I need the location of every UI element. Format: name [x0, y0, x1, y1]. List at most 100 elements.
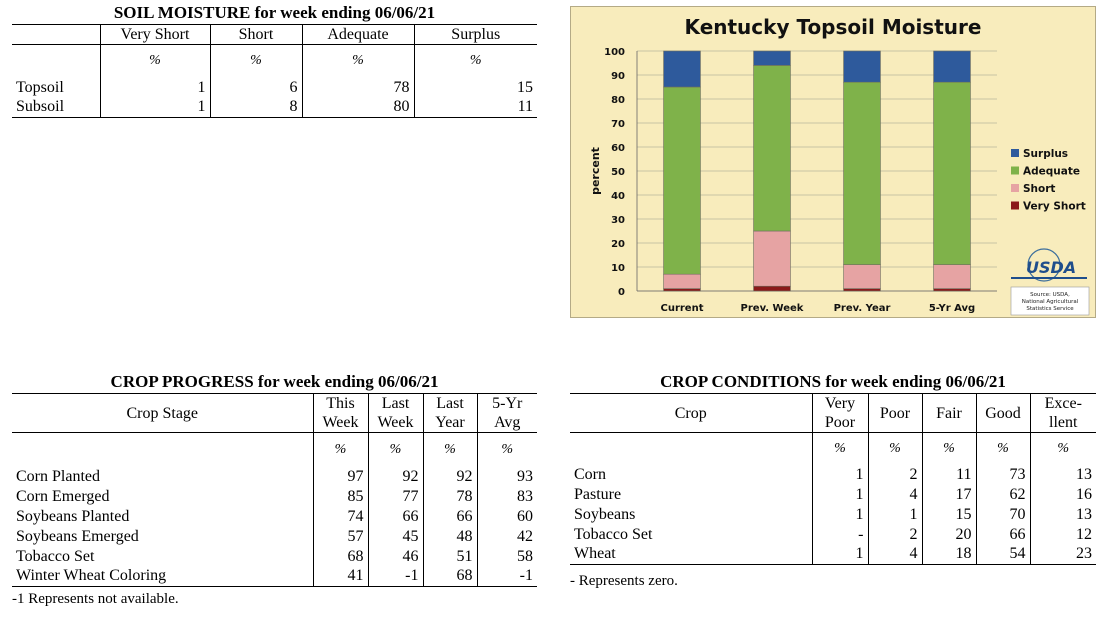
table-cell: 48 — [422, 526, 477, 547]
table-cell: 4 — [867, 484, 922, 505]
table-cell: - — [811, 524, 868, 545]
bar-segment — [933, 50, 971, 83]
table-cell: 66 — [422, 506, 477, 527]
table-cell: 77 — [367, 486, 423, 507]
header-cell: Crop — [570, 393, 812, 433]
table-cell: 1 — [811, 544, 868, 565]
row-label: Corn Emerged — [16, 487, 110, 505]
header-cell: This Week — [312, 393, 368, 433]
table-cell: 46 — [367, 546, 423, 567]
table-row: Wheat 1 4 18 54 23 — [570, 544, 1096, 565]
row-label: Soybeans Planted — [16, 507, 130, 525]
x-tick-labels: Current Prev. Week Prev. Year 5-Yr Avg — [660, 303, 975, 314]
bar-segment — [663, 86, 701, 275]
table-cell: 1 — [811, 504, 868, 525]
usda-logo-text: USDA — [1026, 258, 1076, 277]
legend-label: Surplus — [1023, 148, 1068, 160]
row-label: Corn Planted — [16, 467, 100, 485]
y-tick-labels: 0 10 20 30 40 50 60 70 80 90 100 — [604, 47, 625, 298]
legend-swatch — [1011, 201, 1019, 210]
table-cell: 85 — [312, 486, 368, 507]
table-header-row: Crop Stage This Week Last Week Last Year 5-… — [12, 393, 537, 433]
legend: Surplus Adequate Short Very Short — [1011, 148, 1086, 213]
table-cell: 4 — [867, 544, 922, 565]
table-cell: 66 — [975, 524, 1030, 545]
crop-conditions-section: CROP CONDITIONS for week ending 06/06/21… — [570, 372, 1096, 590]
table-row: Soybeans Emerged 57 45 48 42 — [12, 526, 537, 547]
x-tick-label: 5-Yr Avg — [929, 303, 975, 314]
unit-cell: % — [975, 432, 1030, 465]
table-cell: 93 — [476, 466, 537, 487]
table-cell: 42 — [476, 526, 537, 547]
soil-moisture-title: SOIL MOISTURE for week ending 06/06/21 — [113, 3, 436, 22]
row-label: Tobacco Set — [16, 547, 95, 565]
unit-cell: % — [422, 432, 477, 467]
header-cell — [12, 24, 100, 45]
table-cell: 45 — [367, 526, 423, 547]
table-cell: 92 — [422, 466, 477, 487]
row-label: Topsoil — [16, 78, 64, 96]
topsoil-moisture-chart: Kentucky Topsoil Moisture percent 0 10 20 3… — [570, 6, 1096, 318]
y-tick-label: 40 — [611, 191, 625, 202]
table-cell: 13 — [1029, 504, 1096, 525]
x-tick-label: Prev. Year — [834, 303, 891, 314]
row-label: Soybeans Emerged — [16, 527, 139, 545]
table-cell: 68 — [422, 566, 477, 587]
unit-cell: % — [413, 44, 537, 78]
table-cell: 12 — [1029, 524, 1096, 545]
bar-segment — [753, 285, 791, 292]
table-cell: 80 — [301, 97, 414, 118]
header-cell: Poor — [867, 393, 922, 433]
header-cell: Surplus — [413, 24, 537, 45]
table-cell: 8 — [209, 97, 302, 118]
table-cell: 70 — [975, 504, 1030, 525]
y-tick-label: 10 — [611, 263, 625, 274]
bar-segment — [843, 264, 881, 289]
usda-logo: USDA — [1011, 248, 1087, 282]
table-cell: 11 — [921, 464, 976, 485]
table-row: Soybeans 1 1 15 70 13 — [570, 504, 1096, 525]
bar-segment — [753, 65, 791, 232]
bar-segment — [933, 81, 971, 265]
header-cell: Fair — [921, 393, 976, 433]
unit-cell: % — [367, 432, 423, 467]
logo-underline — [1011, 277, 1087, 279]
y-axis-label: percent — [589, 147, 602, 195]
table-cell: 16 — [1029, 484, 1096, 505]
header-cell: Very Poor — [811, 393, 868, 433]
table-cell: 2 — [867, 464, 922, 485]
y-tick-label: 70 — [611, 119, 625, 130]
unit-cell: % — [1029, 432, 1096, 465]
table-cell: 6 — [209, 77, 302, 98]
legend-label: Very Short — [1023, 201, 1086, 213]
table-cell: 92 — [367, 466, 423, 487]
crop-progress-section: CROP PROGRESS for week ending 06/06/21 C… — [12, 372, 537, 608]
table-cell: 83 — [476, 486, 537, 507]
table-cell: 2 — [867, 524, 922, 545]
source-note: Source: USDA, National Agricultural Stat… — [1010, 286, 1090, 316]
bar-segment — [663, 50, 701, 88]
table-cell: 62 — [975, 484, 1030, 505]
y-tick-label: 50 — [611, 167, 625, 178]
table-row: Topsoil 1 6 78 15 — [12, 77, 537, 98]
table-cell: 73 — [975, 464, 1030, 485]
table-cell: 58 — [476, 546, 537, 567]
table-header-row: Crop Very Poor Poor Fair Good Exce-llent — [570, 393, 1096, 433]
crop-progress-table: Crop Stage This Week Last Week Last Year 5-… — [12, 393, 537, 587]
crop-progress-title: CROP PROGRESS for week ending 06/06/21 — [110, 372, 439, 391]
row-label: Pasture — [574, 485, 622, 503]
table-cell: 1 — [867, 504, 922, 525]
logo-ring-icon — [1027, 248, 1061, 282]
unit-cell: % — [99, 44, 210, 78]
x-tick-label: Current — [660, 303, 703, 314]
y-tick-label: 100 — [604, 47, 625, 58]
header-cell: 5-Yr Avg — [476, 393, 537, 433]
unit-row: % % % % — [12, 432, 537, 467]
row-label: Wheat — [570, 544, 812, 565]
bar-segment — [663, 288, 701, 292]
unit-cell: % — [811, 432, 868, 465]
chart-canvas: Kentucky Topsoil Moisture percent 0 10 20 3… — [589, 15, 1090, 316]
table-cell: 1 — [99, 97, 210, 118]
row-label: Subsoil — [12, 97, 100, 118]
crop-progress-footnote: -1 Represents not available. — [12, 591, 179, 607]
